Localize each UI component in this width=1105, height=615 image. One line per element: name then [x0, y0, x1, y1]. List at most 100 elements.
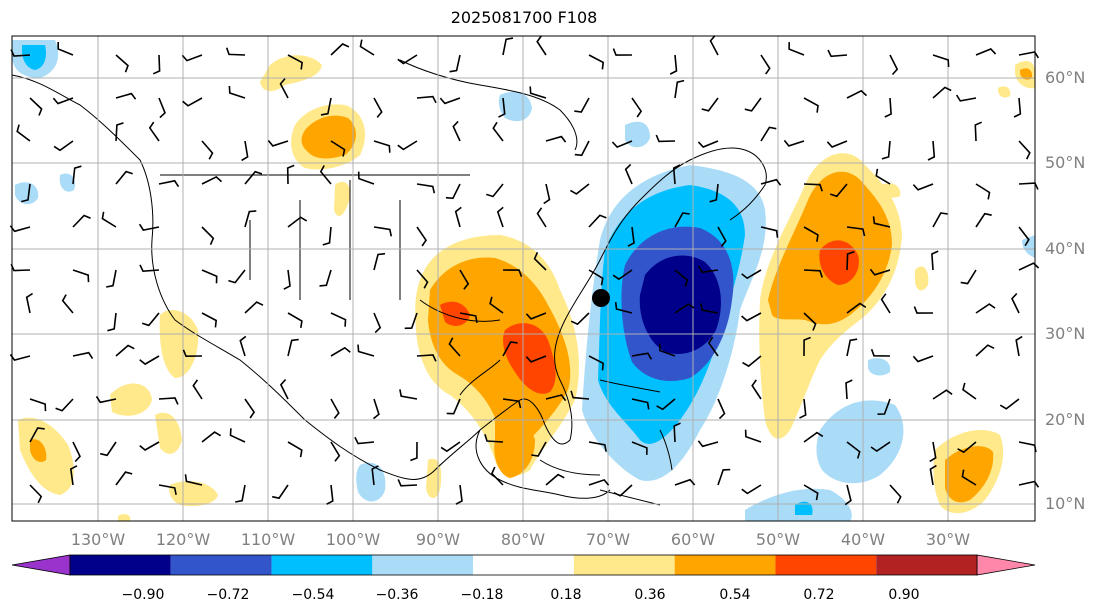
wind-barb	[631, 352, 653, 360]
colorbar-tick-label: −0.18	[460, 587, 504, 603]
wind-barb	[741, 484, 762, 495]
wind-barb	[631, 441, 648, 455]
colorbar-segment	[70, 555, 171, 575]
wind-barb	[803, 269, 823, 278]
wind-barb	[827, 49, 848, 58]
wind-barb	[975, 344, 995, 357]
wind-barb	[674, 269, 689, 288]
wind-barb	[697, 140, 719, 148]
wind-barb	[158, 97, 166, 119]
wind-barb	[927, 140, 936, 161]
wind-barb	[184, 474, 203, 486]
wind-barb	[889, 484, 902, 504]
wind-barb	[783, 139, 805, 147]
storm-center-marker	[592, 289, 610, 307]
wind-barb	[29, 427, 45, 443]
wind-barb	[201, 175, 223, 185]
colorbar	[11, 554, 1036, 576]
wind-barb	[1013, 97, 1022, 118]
wind-barb	[760, 226, 779, 238]
colorbar-tick-label: 0.18	[550, 587, 582, 603]
wind-barb	[846, 89, 868, 99]
wind-barb	[72, 165, 82, 185]
lon-label: 70°W	[585, 530, 631, 549]
wind-barb	[531, 441, 547, 457]
wind-barb	[929, 441, 937, 463]
colorbar-tick-label: −0.90	[121, 587, 165, 603]
wind-barb	[21, 183, 31, 203]
wind-barb	[744, 429, 762, 443]
map-area	[9, 35, 1040, 522]
wind-barb	[357, 344, 375, 357]
wind-barb	[502, 341, 518, 357]
wind-barb	[932, 54, 950, 67]
wind-barb	[459, 312, 478, 323]
wind-barb	[95, 395, 117, 404]
wind-barb	[674, 478, 696, 486]
lon-label: 60°W	[670, 530, 716, 549]
wind-barb	[612, 48, 633, 56]
wind-barb	[373, 140, 391, 153]
colorbar-tick-label: 0.36	[634, 587, 666, 603]
wind-barb	[29, 398, 47, 412]
wind-barb	[631, 97, 643, 118]
colorbar-tick-label: 0.90	[888, 587, 920, 603]
wind-barb	[201, 226, 215, 246]
wind-barb	[536, 35, 547, 56]
wind-barb	[25, 292, 34, 314]
wind-barb	[574, 97, 590, 113]
wind-barb	[588, 54, 605, 70]
wind-barb	[502, 398, 522, 409]
wind-barb	[272, 484, 289, 500]
wind-barb	[287, 312, 303, 329]
wind-barb	[182, 97, 203, 107]
map-title: 2025081700 F108	[450, 8, 598, 27]
wind-barb	[655, 134, 676, 143]
wind-barb	[760, 178, 782, 186]
wind-barb	[330, 312, 347, 327]
lat-label: 50°N	[1045, 153, 1086, 172]
wind-barb	[287, 216, 308, 228]
wind-barb	[826, 140, 848, 148]
wind-barb	[283, 269, 291, 290]
lat-label: 30°N	[1045, 324, 1086, 343]
wind-barb	[975, 212, 992, 228]
wind-barb	[803, 484, 819, 501]
wind-barb	[410, 441, 418, 462]
wind-barb	[449, 54, 461, 73]
lon-label: 100°W	[325, 530, 381, 549]
wind-barb	[357, 171, 375, 185]
wind-barb	[486, 183, 504, 198]
wind-barb	[717, 468, 731, 486]
wind-barb	[490, 466, 504, 486]
wind-barb	[845, 379, 853, 400]
lon-label: 40°W	[840, 530, 886, 549]
wind-barb	[717, 398, 726, 420]
colorbar-segment	[473, 555, 574, 575]
wind-barb	[373, 312, 382, 334]
wind-barb	[115, 54, 129, 73]
colorbar-segment	[775, 555, 877, 575]
wind-barb	[397, 479, 418, 487]
wind-barb	[960, 269, 977, 285]
wind-barb	[454, 206, 462, 228]
wind-barb	[673, 422, 681, 443]
wind-barb	[440, 441, 461, 453]
wind-barb	[373, 252, 386, 271]
wind-barb	[182, 349, 203, 358]
wind-barb	[588, 214, 607, 228]
wind-barb	[884, 97, 892, 118]
wind-barb	[588, 269, 604, 286]
wind-barb	[228, 85, 246, 99]
lon-label: 130°W	[70, 530, 126, 549]
wind-barb	[244, 210, 257, 228]
wind-barb	[588, 441, 607, 452]
colorbar-tick-label: −0.36	[375, 587, 419, 603]
wind-barb	[672, 164, 681, 185]
wind-barb	[870, 348, 891, 357]
wind-barb	[72, 269, 90, 283]
wind-barb	[525, 355, 547, 363]
wind-barb	[611, 140, 633, 149]
lon-label: 90°W	[415, 530, 461, 549]
